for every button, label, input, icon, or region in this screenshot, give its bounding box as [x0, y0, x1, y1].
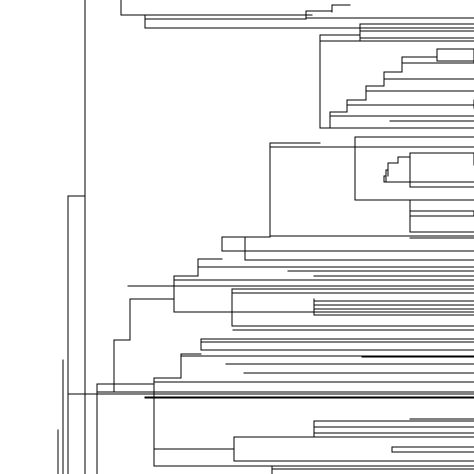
tree-edges: [57, 0, 474, 474]
